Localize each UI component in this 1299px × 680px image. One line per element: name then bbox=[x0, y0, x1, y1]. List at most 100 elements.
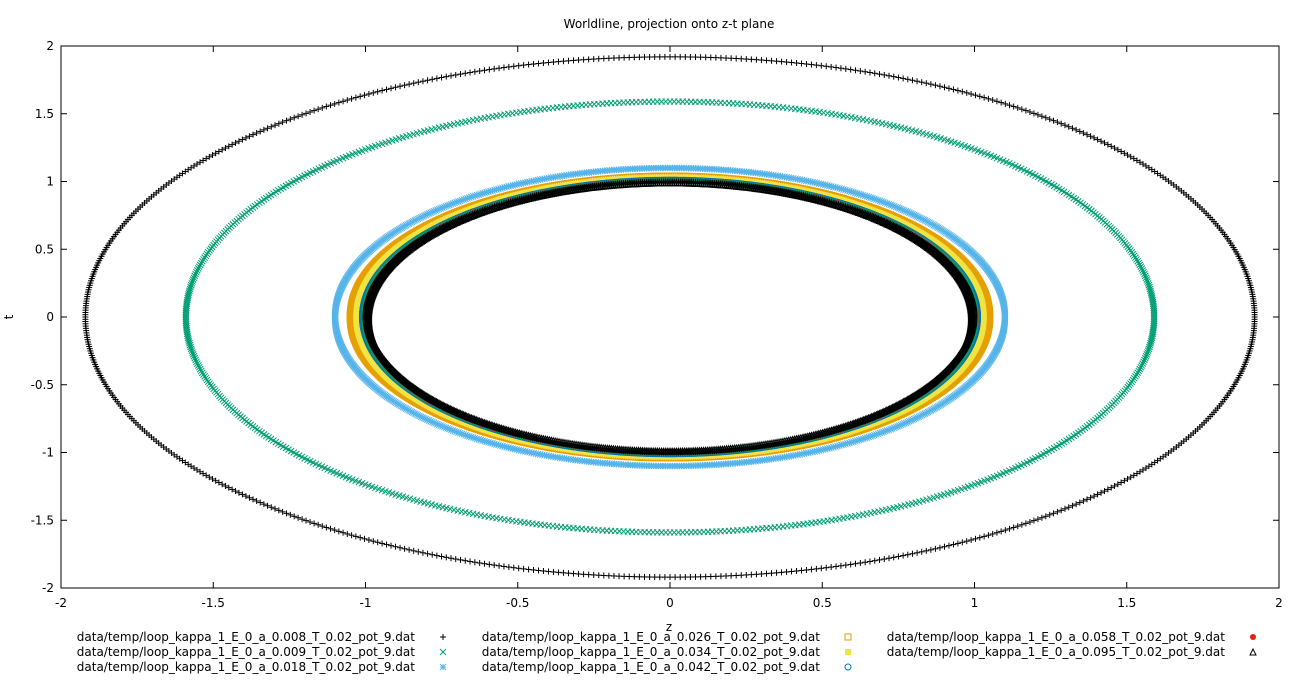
series-ring-outer-1-point bbox=[530, 61, 537, 68]
series-ring-outer-1-point bbox=[661, 574, 668, 581]
series-ring-outer-1-point bbox=[203, 155, 210, 162]
series-ring-outer-1-point bbox=[862, 68, 869, 75]
series-ring-outer-1-point bbox=[1087, 133, 1094, 140]
series-ring-outer-1-point bbox=[335, 528, 342, 535]
series-ring-outer-1-point bbox=[697, 573, 704, 580]
series-ring-outer-1-point bbox=[242, 493, 249, 500]
series-ring-outer-1-point bbox=[1030, 517, 1037, 524]
series-ring-outer-1-point bbox=[818, 62, 825, 69]
series-ring-outer-1-point bbox=[1133, 470, 1140, 477]
series-ring-outer-1-point bbox=[250, 131, 257, 138]
series-ring-outer-1-point bbox=[291, 114, 298, 121]
series-ring-3-point bbox=[1001, 314, 1009, 322]
series-ring-outer-1-point bbox=[1038, 514, 1045, 521]
series-ring-outer-1-point bbox=[985, 532, 992, 539]
series-ring-outer-1-point bbox=[510, 564, 517, 571]
plot-area bbox=[82, 53, 1258, 581]
series-ring-outer-1-point bbox=[1118, 148, 1125, 155]
series-ring-outer-1-point bbox=[833, 563, 840, 570]
series-ring-outer-1-point bbox=[335, 99, 342, 106]
series-ring-outer-1-point bbox=[340, 529, 347, 536]
series-ring-outer-1-point bbox=[491, 562, 498, 569]
series-ring-outer-2-point bbox=[1141, 270, 1148, 278]
series-ring-outer-1-point bbox=[808, 566, 815, 573]
series-ring-outer-1-point bbox=[651, 574, 658, 581]
series-ring-outer-1-point bbox=[1026, 108, 1033, 115]
series-ring-outer-1-point bbox=[307, 108, 314, 115]
series-ring-outer-1-point bbox=[215, 479, 222, 486]
series-ring-outer-1-point bbox=[419, 549, 426, 556]
series-ring-outer-1-point bbox=[936, 544, 943, 551]
series-ring-outer-1-point bbox=[447, 72, 454, 79]
series-ring-outer-1-point bbox=[1114, 481, 1121, 488]
series-ring-outer-1-point bbox=[590, 571, 597, 578]
series-ring-outer-1-point bbox=[981, 94, 988, 101]
series-ring-outer-1-point bbox=[798, 60, 805, 67]
series-ring-outer-1-point bbox=[575, 570, 582, 577]
series-ring-outer-1-point bbox=[352, 94, 359, 101]
series-ring-outer-1-point bbox=[1136, 468, 1143, 475]
series-ring-outer-1-point bbox=[590, 56, 597, 63]
series-ring-outer-1-point bbox=[283, 510, 290, 517]
series-ring-outer-1-point bbox=[621, 54, 628, 61]
series-ring-outer-1-point bbox=[852, 560, 859, 567]
series-ring-outer-1-point bbox=[963, 89, 970, 96]
series-ring-outer-1-point bbox=[793, 567, 800, 574]
series-ring-outer-1-point bbox=[857, 559, 864, 566]
series-ring-outer-1-point bbox=[1022, 107, 1029, 114]
series-ring-outer-1-point bbox=[397, 544, 404, 551]
series-ring-outer-1-point bbox=[1139, 161, 1146, 168]
series-ring-outer-1-point bbox=[476, 68, 483, 75]
series-ring-outer-1-point bbox=[773, 569, 780, 576]
series-ring-outer-1-point bbox=[717, 54, 724, 61]
series-ring-outer-1-point bbox=[823, 63, 830, 70]
series-ring-outer-1-point bbox=[950, 541, 957, 548]
series-ring-outer-1-point bbox=[1042, 114, 1049, 121]
series-ring-outer-1-point bbox=[370, 89, 377, 96]
series-ring-outer-1-point bbox=[847, 66, 854, 73]
series-ring-outer-1-point bbox=[631, 54, 638, 61]
series-ring-outer-1-point bbox=[235, 138, 242, 145]
series-ring-outer-1-point bbox=[315, 521, 322, 528]
series-ring-outer-1-point bbox=[808, 61, 815, 68]
series-ring-outer-1-point bbox=[758, 57, 765, 64]
series-ring-outer-1-point bbox=[555, 58, 562, 65]
series-ring-outer-1-point bbox=[268, 123, 275, 130]
series-ring-outer-1-point bbox=[200, 157, 207, 164]
series-ring-outer-1-point bbox=[1010, 524, 1017, 531]
series-ring-outer-2-point bbox=[1139, 267, 1147, 274]
series-ring-outer-1-point bbox=[491, 65, 498, 72]
series-ring-outer-1-point bbox=[585, 571, 592, 578]
series-ring-outer-1-point bbox=[535, 60, 542, 67]
series-ring-outer-1-point bbox=[253, 130, 260, 137]
series-ring-outer-1-point bbox=[993, 98, 1000, 105]
series-ring-outer-1-point bbox=[616, 54, 623, 61]
series-ring-outer-1-point bbox=[904, 76, 911, 83]
series-ring-outer-1-point bbox=[876, 556, 883, 563]
series-ring-outer-1-point bbox=[842, 65, 849, 72]
series-ring-outer-1-point bbox=[260, 501, 267, 508]
series-ring-outer-1-point bbox=[1130, 155, 1137, 162]
series-ring-outer-1-point bbox=[1094, 136, 1101, 143]
series-ring-outer-1-point bbox=[219, 481, 226, 488]
series-ring-outer-1-point bbox=[923, 547, 930, 554]
series-ring-outer-1-point bbox=[206, 153, 213, 160]
series-ring-outer-1-point bbox=[232, 488, 239, 495]
series-ring-outer-1-point bbox=[743, 571, 750, 578]
series-ring-outer-1-point bbox=[1118, 479, 1125, 486]
series-ring-outer-1-point bbox=[239, 136, 246, 143]
series-ring-outer-1-point bbox=[1050, 117, 1057, 124]
series-ring-outer-1-point bbox=[1091, 493, 1098, 500]
series-ring-outer-1-point bbox=[560, 569, 567, 576]
series-ring-outer-1-point bbox=[348, 95, 355, 102]
series-ring-outer-1-point bbox=[496, 562, 503, 569]
series-ring-outer-1-point bbox=[595, 55, 602, 62]
series-ring-outer-1-point bbox=[433, 552, 440, 559]
series-ring-outer-1-point bbox=[331, 100, 338, 107]
series-ring-outer-1-point bbox=[778, 58, 785, 65]
series-ring-outer-1-point bbox=[283, 117, 290, 124]
series-ring-outer-1-point bbox=[886, 555, 893, 562]
series-ring-outer-1-point bbox=[1136, 159, 1143, 166]
series-ring-outer-1-point bbox=[319, 523, 326, 530]
series-ring-outer-1-point bbox=[687, 53, 694, 60]
